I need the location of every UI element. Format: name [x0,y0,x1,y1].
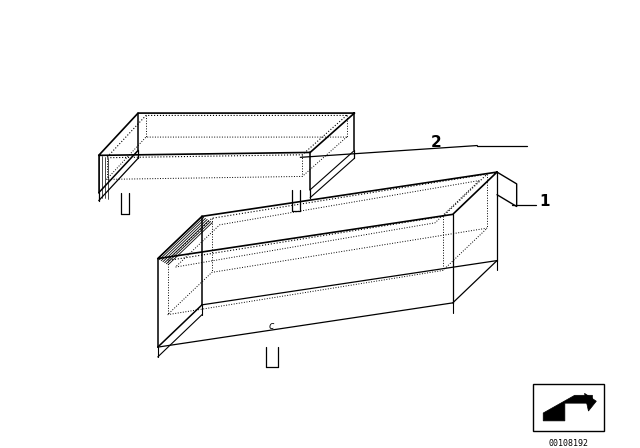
Bar [533,383,604,431]
Text: 1: 1 [540,194,550,209]
Text: 00108192: 00108192 [548,439,589,448]
Text: c: c [268,322,273,332]
Text: 2: 2 [431,135,442,150]
Polygon shape [543,395,593,421]
Polygon shape [584,393,596,411]
